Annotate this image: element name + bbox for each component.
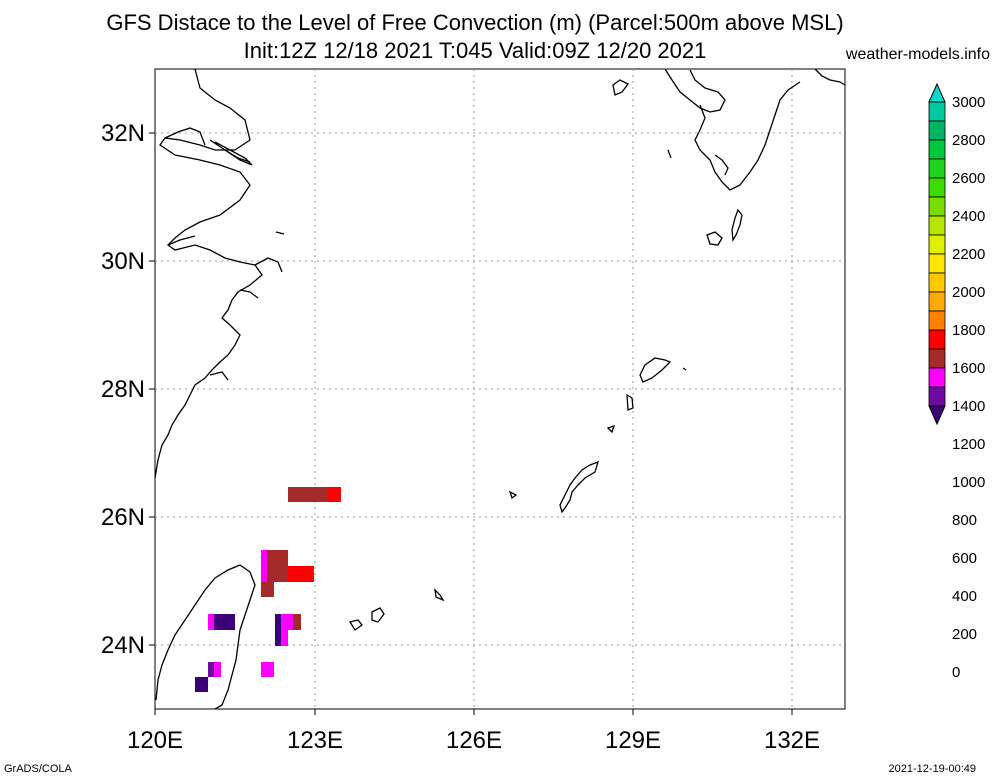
colorbar-segment (928, 139, 946, 160)
colorbar-label: 1600 (952, 360, 985, 377)
map-subtitle: Init:12Z 12/18 2021 T:045 Valid:09Z 12/2… (243, 38, 707, 63)
lon-label: 132E (764, 727, 820, 754)
colorbar-segment (928, 101, 946, 122)
colorbar-bottom-arrow (928, 405, 946, 426)
colorbar-segment (928, 348, 946, 369)
colorbar-segment (928, 215, 946, 236)
lfc-cell (208, 662, 214, 677)
colorbar-top-arrow (928, 82, 946, 103)
colorbar-segment (928, 177, 946, 198)
lfc-cell (281, 630, 288, 646)
colorbar-label: 400 (952, 588, 977, 605)
colorbar-label: 3000 (952, 94, 985, 111)
colorbar-segment (928, 329, 946, 350)
lat-label: 30N (101, 248, 145, 275)
colorbar: 3000280026002400220020001800160014001200… (928, 82, 985, 681)
colorbar-segment (928, 253, 946, 274)
lfc-cell (261, 662, 274, 677)
colorbar-label: 200 (952, 626, 977, 643)
lon-label: 126E (446, 727, 502, 754)
colorbar-segment (928, 120, 946, 141)
lfc-cell (275, 614, 281, 646)
colorbar-label: 2000 (952, 284, 985, 301)
colorbar-label: 600 (952, 550, 977, 567)
gridlines (155, 69, 845, 709)
colorbar-label: 2400 (952, 208, 985, 225)
colorbar-label: 2600 (952, 170, 985, 187)
footer-timestamp: 2021-12-19-00:49 (888, 763, 976, 775)
map-title: GFS Distace to the Level of Free Convect… (106, 10, 844, 35)
colorbar-segment (928, 196, 946, 217)
colorbar-label: 1200 (952, 436, 985, 453)
lfc-cell (288, 566, 314, 582)
colorbar-segment (928, 367, 946, 388)
colorbar-label: 1400 (952, 398, 985, 415)
colorbar-label: 800 (952, 512, 977, 529)
lfc-cell (261, 550, 267, 582)
colorbar-label: 2200 (952, 246, 985, 263)
colorbar-segment (928, 272, 946, 293)
colorbar-segment (928, 234, 946, 255)
lfc-cell (214, 614, 235, 630)
lon-label: 129E (605, 727, 661, 754)
colorbar-label: 1800 (952, 322, 985, 339)
lfc-cell (261, 582, 274, 597)
lfc-shading (195, 487, 341, 692)
colorbar-segment (928, 158, 946, 179)
colorbar-label: 2800 (952, 132, 985, 149)
colorbar-segment (928, 386, 946, 407)
footer-credit: GrADS/COLA (4, 763, 72, 775)
lfc-cell (288, 487, 328, 502)
colorbar-label: 1000 (952, 474, 985, 491)
lfc-cell (195, 677, 208, 692)
lon-label: 120E (127, 727, 183, 754)
site-label: weather-models.info (845, 46, 990, 63)
lon-label: 123E (287, 727, 343, 754)
lat-label: 24N (101, 632, 145, 659)
colorbar-label: 0 (952, 664, 960, 681)
colorbar-segment (928, 291, 946, 312)
lat-label: 26N (101, 504, 145, 531)
colorbar-segment (928, 310, 946, 331)
lat-label: 32N (101, 120, 145, 147)
lat-label: 28N (101, 376, 145, 403)
coastlines (154, 68, 846, 710)
